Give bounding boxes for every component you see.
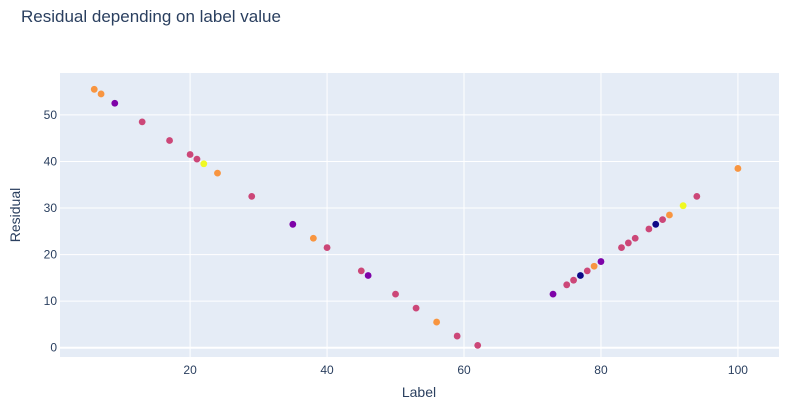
data-point <box>392 290 399 298</box>
data-point <box>577 272 584 279</box>
grid-lines <box>60 73 779 357</box>
data-point <box>309 234 317 242</box>
data-point <box>214 169 221 177</box>
data-point <box>549 290 557 298</box>
data-point <box>289 220 297 228</box>
data-point <box>111 99 119 107</box>
data-point <box>631 234 639 242</box>
data-point <box>583 267 591 275</box>
x-tick-label: 100 <box>728 363 748 377</box>
y-tick-label: 50 <box>44 108 58 122</box>
data-point <box>590 262 598 270</box>
data-point <box>364 272 372 279</box>
data-point <box>652 220 660 228</box>
data-point <box>412 304 420 312</box>
tick-labels: 20 40 60 80 100 0 10 20 30 40 50 <box>44 108 749 377</box>
x-tick-label: 20 <box>183 363 197 377</box>
x-axis-title: Label <box>402 384 436 400</box>
data-point <box>563 281 571 289</box>
data-point <box>90 85 98 93</box>
y-tick-label: 10 <box>44 294 58 308</box>
chart-title: Residual depending on label value <box>21 7 281 26</box>
data-point <box>248 192 256 200</box>
data-point <box>474 341 482 349</box>
data-point <box>679 202 687 210</box>
data-point <box>659 216 666 224</box>
data-point <box>433 318 441 326</box>
x-tick-label: 80 <box>594 363 608 377</box>
data-point <box>624 239 632 247</box>
data-point <box>570 276 577 284</box>
x-tick-label: 40 <box>320 363 334 377</box>
y-tick-label: 20 <box>44 248 58 262</box>
data-points <box>90 85 742 349</box>
y-tick-label: 0 <box>50 341 57 355</box>
y-tick-label: 30 <box>44 201 58 215</box>
data-point <box>138 118 146 126</box>
data-point <box>618 244 625 251</box>
data-point <box>734 165 742 172</box>
data-point <box>323 244 331 251</box>
data-point <box>200 160 208 168</box>
plot-background <box>60 73 779 357</box>
data-point <box>693 192 701 200</box>
data-point <box>645 225 653 233</box>
data-point <box>357 267 365 275</box>
data-point <box>666 211 673 219</box>
data-point <box>186 151 194 158</box>
y-axis-title: Residual <box>7 188 23 242</box>
data-point <box>166 137 173 144</box>
data-point <box>453 332 461 340</box>
data-point <box>597 258 605 265</box>
x-tick-label: 60 <box>457 363 471 377</box>
y-tick-label: 40 <box>44 154 58 168</box>
data-point <box>97 90 105 98</box>
data-point <box>193 155 201 163</box>
